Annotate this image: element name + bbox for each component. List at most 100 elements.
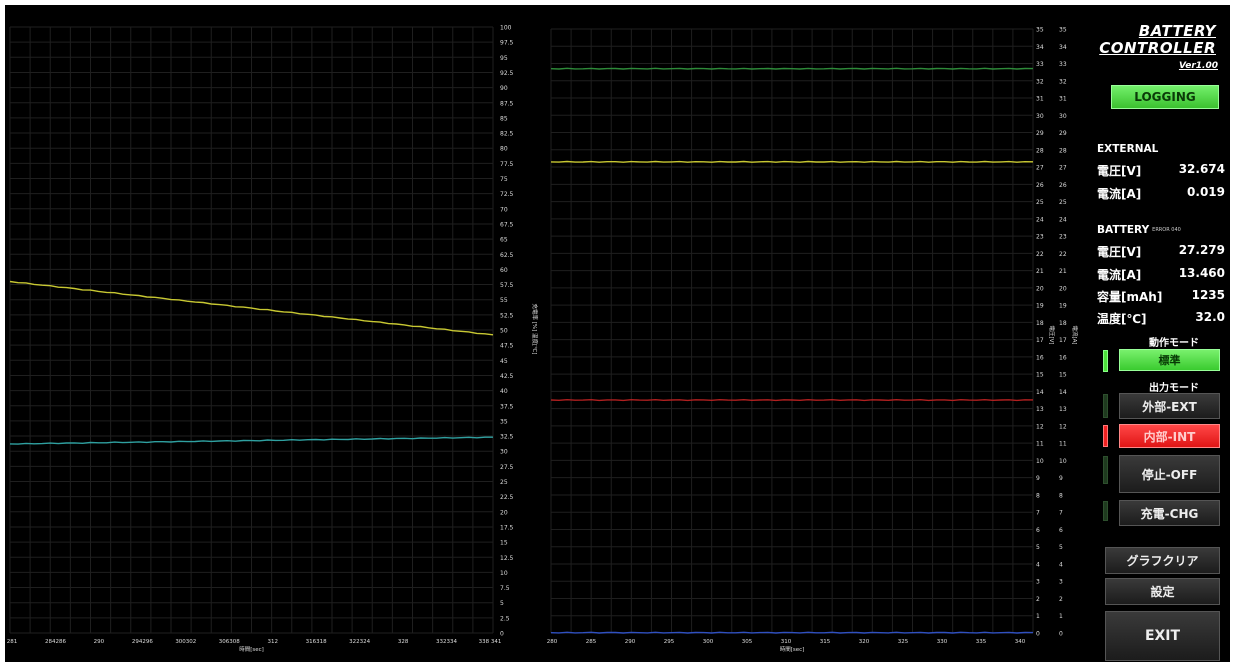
y-tick-label: 4: [1059, 561, 1063, 568]
y-tick-label: 27: [1036, 165, 1044, 172]
y-tick-label: 33: [1036, 61, 1044, 68]
y-tick-label: 11: [1059, 441, 1067, 448]
y-tick-label: 3: [1059, 579, 1063, 586]
y-tick-label: 82.5: [500, 131, 514, 138]
x-tick-label: 290: [625, 639, 636, 645]
output-off-button[interactable]: 停止-OFF: [1119, 455, 1220, 493]
y-tick-label: 45: [500, 358, 508, 365]
y-tick-label: 11: [1036, 441, 1044, 448]
x-tick-label: 338 341: [479, 639, 502, 645]
y-tick-label: 8: [1036, 492, 1040, 499]
output-int-button[interactable]: 内部-INT: [1119, 424, 1220, 448]
y-tick-label: 42.5: [500, 373, 514, 380]
app-title-line2: CONTROLLER: [1099, 39, 1216, 57]
y-tick-label: 55: [500, 297, 508, 304]
int-mode-indicator: [1103, 425, 1108, 447]
op-mode-standard-button[interactable]: 標準: [1119, 349, 1220, 371]
y-tick-label: 18: [1059, 320, 1067, 327]
x-tick-label: 315: [820, 639, 831, 645]
y-tick-label: 5: [1036, 544, 1040, 551]
y-tick-label: 20: [500, 509, 508, 516]
y-tick-label: 31: [1059, 96, 1067, 103]
bat-voltage-value: 27.279: [1178, 243, 1225, 257]
y-tick-label: 32: [1059, 78, 1067, 85]
y-tick-label: 57.5: [500, 282, 514, 289]
y-tick-label: 15: [1059, 372, 1067, 379]
series-line: [550, 160, 1034, 163]
y-tick-label: 21: [1059, 268, 1067, 275]
graph-clear-button[interactable]: グラフクリア: [1105, 547, 1220, 574]
y-tick-label: 17: [1036, 337, 1044, 344]
y-tick-label: 40: [500, 388, 508, 395]
x-tick-label: 300: [703, 639, 714, 645]
x-tick-label: 310: [781, 639, 792, 645]
x-tick-label: 290: [94, 639, 105, 645]
ext-voltage-label: 電圧[V]: [1097, 164, 1142, 178]
y-tick-label: 7: [1059, 510, 1063, 517]
x-tick-label: 295: [664, 639, 675, 645]
y-tick-label: 65: [500, 237, 508, 244]
y-tick-label: 16: [1036, 354, 1044, 361]
y-tick-label: 0: [500, 631, 504, 638]
logging-button[interactable]: LOGGING: [1111, 85, 1219, 109]
y-tick-label: 15: [1036, 372, 1044, 379]
external-header: EXTERNAL: [1097, 143, 1159, 155]
y-tick-label: 95: [500, 55, 508, 62]
y-tick-label: 80: [500, 146, 508, 153]
y-tick-label: 97.5: [500, 40, 514, 47]
x-tick-label: 328: [398, 639, 409, 645]
y-tick-label: 62.5: [500, 252, 514, 259]
y-tick-label: 67.5: [500, 221, 514, 228]
y-tick-label: 20: [1036, 285, 1044, 292]
y-tick-label: 28: [1036, 147, 1044, 154]
y-tick-label: 0: [1036, 631, 1040, 638]
ext-current-row: 電流[A] 0.019: [1097, 185, 1225, 202]
battery-header-label: BATTERY: [1097, 224, 1150, 236]
y-tick-label: 5: [500, 600, 504, 607]
y-tick-label: 17: [1059, 337, 1067, 344]
y-tick-label: 25: [500, 479, 508, 486]
output-chg-button[interactable]: 充電-CHG: [1119, 500, 1220, 526]
exit-button[interactable]: EXIT: [1105, 611, 1220, 661]
y-tick-label: 2.5: [500, 615, 510, 622]
y-axis-label: 充電率 [%] 温度[℃]: [531, 304, 539, 355]
soc-temperature-chart: 10097.59592.59087.58582.58077.57572.5706…: [7, 25, 539, 654]
bat-current-label: 電流[A]: [1097, 268, 1142, 282]
y-tick-label: 30: [1059, 113, 1067, 120]
x-tick-label: 300302: [175, 639, 196, 645]
ext-voltage-value: 32.674: [1178, 162, 1225, 176]
y-tick-label: 21: [1036, 268, 1044, 275]
y-tick-label: 20: [1059, 285, 1067, 292]
y-tick-label: 29: [1059, 130, 1067, 137]
x-tick-label: 280: [547, 639, 558, 645]
bat-current-value: 13.460: [1178, 266, 1225, 280]
battery-error-code: ERROR 040: [1152, 227, 1181, 233]
off-mode-indicator: [1103, 456, 1108, 484]
app-window: 100 97.5 95 92.5 90 87.5 85 82.5 80 77.5 75 72.5 70 6…: [5, 5, 1230, 662]
y-tick-label: 12: [1036, 423, 1044, 430]
y-tick-label: 87.5: [500, 100, 514, 107]
y-tick-label: 22: [1036, 251, 1044, 258]
y-tick-label: 14: [1036, 389, 1044, 396]
y-tick-label: 29: [1036, 130, 1044, 137]
x-tick-label: 330: [937, 639, 948, 645]
y-tick-label: 1: [1036, 613, 1040, 620]
y-tick-label: 27: [1059, 165, 1067, 172]
y-tick-label: 72.5: [500, 191, 514, 198]
settings-button[interactable]: 設定: [1105, 578, 1220, 605]
y-tick-label: 37.5: [500, 403, 514, 410]
y-tick-label: 1: [1059, 613, 1063, 620]
y-tick-label: 23: [1036, 234, 1044, 241]
output-ext-button[interactable]: 外部-EXT: [1119, 393, 1220, 419]
current-axis-label: 電流[A]: [1071, 325, 1079, 344]
y-tick-label: 2: [1036, 596, 1040, 603]
y-tick-label: 26: [1059, 182, 1067, 189]
x-tick-label: 335: [976, 639, 987, 645]
y-tick-label: 25: [1059, 199, 1067, 206]
y-tick-label: 8: [1059, 492, 1063, 499]
y-tick-label: 27.5: [500, 464, 514, 471]
y-tick-label: 70: [500, 206, 508, 213]
y-tick-label: 50: [500, 328, 508, 335]
y-tick-label: 100: [500, 25, 512, 32]
y-tick-label: 7: [1036, 510, 1040, 517]
